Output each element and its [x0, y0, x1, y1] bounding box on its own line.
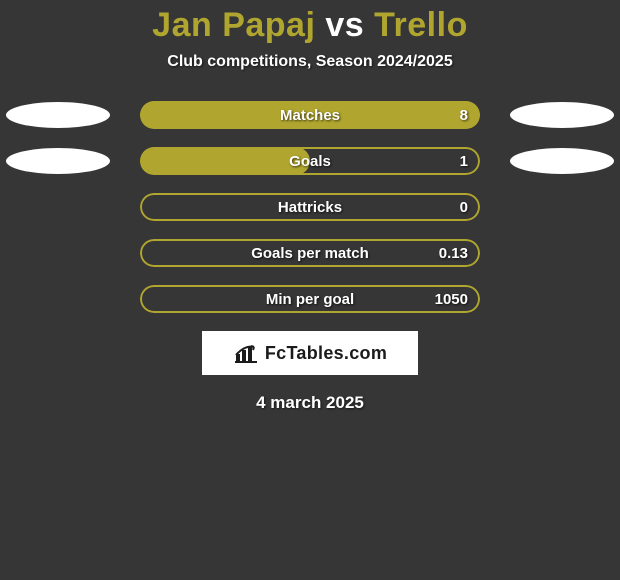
stat-outline — [140, 239, 480, 267]
stat-value: 1050 — [435, 285, 468, 313]
stat-outline — [140, 193, 480, 221]
stat-rows: Matches8Goals1Hattricks0Goals per match0… — [140, 101, 480, 313]
stat-value: 0 — [460, 193, 468, 221]
stat-outline — [140, 285, 480, 313]
stat-label: Hattricks — [140, 193, 480, 221]
right-ellipse-1 — [510, 148, 614, 174]
player2-name: Trello — [374, 6, 468, 44]
stat-row: Goals1 — [140, 147, 480, 175]
stat-row: Hattricks0 — [140, 193, 480, 221]
stat-row: Matches8 — [140, 101, 480, 129]
stat-row: Goals per match0.13 — [140, 239, 480, 267]
bar-chart-icon — [233, 342, 259, 364]
logo-box: FcTables.com — [202, 331, 418, 375]
stat-value: 8 — [460, 101, 468, 129]
stat-fill — [140, 147, 310, 175]
subtitle: Club competitions, Season 2024/2025 — [0, 53, 620, 71]
stat-value: 1 — [460, 147, 468, 175]
stat-fill — [140, 101, 480, 129]
right-ellipse-0 — [510, 102, 614, 128]
comparison-title: Jan Papaj vs Trello — [0, 0, 620, 45]
stat-row: Min per goal1050 — [140, 285, 480, 313]
date-text: 4 march 2025 — [0, 393, 620, 413]
vs-separator: vs — [325, 6, 364, 44]
left-ellipse-1 — [6, 148, 110, 174]
left-ellipse-0 — [6, 102, 110, 128]
stats-area: Matches8Goals1Hattricks0Goals per match0… — [0, 101, 620, 413]
stat-label: Goals per match — [140, 239, 480, 267]
stat-label: Min per goal — [140, 285, 480, 313]
stat-value: 0.13 — [439, 239, 468, 267]
logo-text: FcTables.com — [265, 343, 387, 364]
player1-name: Jan Papaj — [152, 6, 315, 44]
